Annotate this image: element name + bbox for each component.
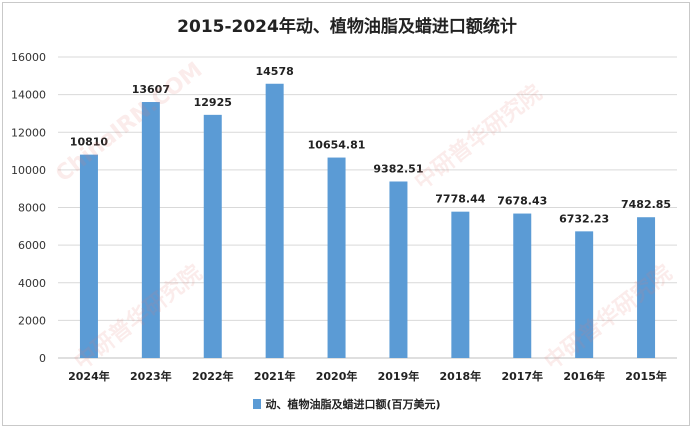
x-tick-label: 2023年 — [130, 369, 172, 383]
bar — [513, 213, 532, 358]
legend: 动、植物油脂及蜡进口额(百万美元) — [0, 396, 694, 412]
bar — [451, 211, 470, 358]
data-label: 6732.23 — [559, 212, 609, 225]
y-tick-label: 8000 — [18, 202, 46, 215]
bar — [637, 217, 656, 358]
bar — [265, 83, 284, 358]
x-tick-label: 2024年 — [68, 369, 110, 383]
bar — [79, 154, 98, 358]
data-label: 7482.85 — [621, 198, 671, 211]
y-tick-label: 16000 — [11, 51, 46, 64]
data-label: 13607 — [132, 83, 170, 96]
chart-title: 2015-2024年动、植物油脂及蜡进口额统计 — [177, 17, 517, 37]
data-label: 7678.43 — [497, 195, 547, 208]
bars — [79, 83, 656, 358]
legend-swatch — [253, 399, 262, 409]
x-tick-label: 2015年 — [625, 369, 667, 383]
x-tick-label: 2016年 — [563, 369, 605, 383]
data-label: 14578 — [256, 65, 294, 78]
bar — [141, 102, 160, 358]
grid-lines — [58, 56, 677, 359]
y-axis-ticks: 0 2000 4000 6000 8000 10000 12000 14000 16000 — [11, 51, 46, 365]
x-tick-label: 2020年 — [316, 369, 358, 383]
y-tick-label: 4000 — [18, 277, 46, 290]
data-label: 12925 — [194, 96, 232, 109]
y-tick-label: 10000 — [11, 164, 46, 177]
bar — [203, 114, 222, 358]
y-tick-label: 6000 — [18, 239, 46, 252]
x-tick-label: 2017年 — [501, 369, 543, 383]
x-axis-ticks: 2024年 2023年 2022年 2021年 2020年 2019年 2018年 2017年… — [68, 369, 667, 383]
data-label: 10810 — [70, 136, 109, 149]
y-tick-label: 0 — [39, 352, 46, 365]
data-labels: 10810 13607 12925 14578 10654.81 9382.51 7778.… — [70, 65, 671, 226]
x-tick-label: 2018年 — [440, 369, 482, 383]
data-label: 9382.51 — [373, 162, 423, 175]
y-tick-label: 12000 — [11, 126, 46, 139]
data-label: 10654.81 — [308, 139, 366, 152]
bar — [575, 231, 594, 358]
x-tick-label: 2022年 — [192, 369, 234, 383]
data-label: 7778.44 — [435, 193, 485, 206]
bar — [327, 157, 346, 358]
y-tick-label: 14000 — [11, 89, 46, 102]
y-tick-label: 2000 — [18, 314, 46, 327]
x-tick-label: 2021年 — [254, 369, 296, 383]
x-tick-label: 2019年 — [378, 369, 420, 383]
legend-label: 动、植物油脂及蜡进口额(百万美元) — [265, 398, 441, 411]
bar — [389, 181, 408, 358]
